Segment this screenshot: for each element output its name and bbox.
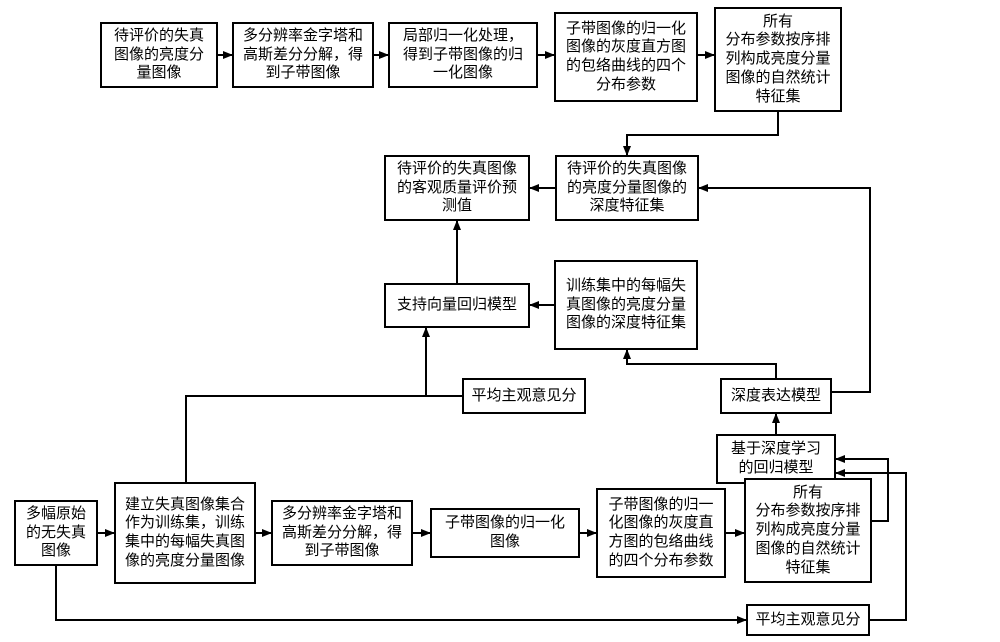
node-r3: 待评价的失真图像的亮度分量图像的深度特征集 <box>555 155 699 221</box>
node-b2: 多分辨率金字塔和高斯差分分解，得到子带图像 <box>271 500 413 566</box>
node-t5: 所有分布参数按序排列构成亮度分量图像的自然统计特征集 <box>714 7 842 112</box>
node-deepfeat: 训练集中的每幅失真图像的亮度分量图像的深度特征集 <box>554 260 698 350</box>
edge-4 <box>627 112 778 155</box>
node-r2: 待评价的失真图像的客观质量评价预测值 <box>384 155 530 221</box>
node-t4: 子带图像的归一化图像的灰度直方图的包络曲线的四个分布参数 <box>554 12 698 102</box>
node-svm: 支持向量回归模型 <box>384 283 530 328</box>
node-deepmodel: 深度表达模型 <box>720 378 832 414</box>
node-b1: 建立失真图像集合作为训练集，训练集中的每幅失真图像的亮度分量图像 <box>114 482 256 584</box>
edge-9 <box>627 350 776 378</box>
node-t1: 待评价的失真图像的亮度分量图像 <box>100 22 218 88</box>
node-dlreg: 基于深度学习的回归模型 <box>716 434 836 484</box>
edge-8 <box>426 328 462 396</box>
node-b5: 所有分布参数按序排列构成亮度分量图像的自然统计特征集 <box>744 478 872 583</box>
node-b0: 多幅原始的无失真图像 <box>14 500 98 566</box>
node-t3: 局部归一化处理，得到子带图像的归一化图像 <box>388 22 538 88</box>
node-b3: 子带图像的归一化图像 <box>430 508 580 558</box>
node-mos1: 平均主观意见分 <box>462 378 586 414</box>
node-b4: 子带图像的归一化图像的灰度直方图的包络曲线的四个分布参数 <box>596 488 726 578</box>
edge-19 <box>186 396 462 482</box>
edge-10 <box>699 188 870 392</box>
node-t2: 多分辨率金字塔和高斯差分分解，得到子带图像 <box>232 22 374 88</box>
flowchart-canvas: 待评价的失真图像的亮度分量图像多分辨率金字塔和高斯差分分解，得到子带图像局部归一… <box>0 0 1000 642</box>
node-mos2: 平均主观意见分 <box>746 604 870 636</box>
